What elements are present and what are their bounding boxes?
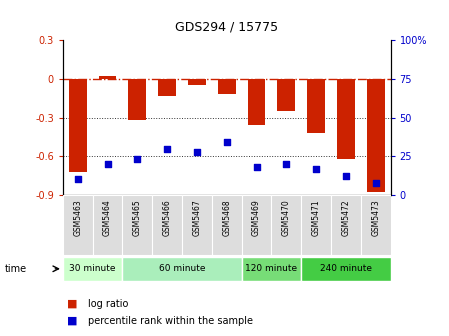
- Text: 120 minute: 120 minute: [245, 264, 298, 273]
- Text: 240 minute: 240 minute: [320, 264, 372, 273]
- Bar: [69, 79, 87, 172]
- Bar: [301, 257, 391, 281]
- Bar: [123, 195, 152, 255]
- Bar: [307, 79, 325, 133]
- Bar: [99, 76, 116, 79]
- Text: GSM5470: GSM5470: [282, 199, 291, 236]
- Bar: [242, 257, 301, 281]
- Point: [223, 140, 230, 145]
- Bar: [188, 79, 206, 85]
- Bar: [272, 195, 301, 255]
- Bar: [63, 195, 92, 255]
- Text: 30 minute: 30 minute: [70, 264, 116, 273]
- Bar: [212, 195, 242, 255]
- Text: GSM5472: GSM5472: [341, 199, 350, 236]
- Text: GSM5469: GSM5469: [252, 199, 261, 236]
- Text: GSM5467: GSM5467: [193, 199, 202, 236]
- Point: [372, 180, 379, 185]
- Text: percentile rank within the sample: percentile rank within the sample: [88, 316, 252, 326]
- Text: time: time: [4, 264, 26, 274]
- Point: [194, 149, 201, 154]
- Bar: [182, 195, 212, 255]
- Bar: [128, 79, 146, 120]
- Bar: [152, 195, 182, 255]
- Point: [342, 174, 349, 179]
- Text: GSM5463: GSM5463: [73, 199, 82, 236]
- Text: GSM5471: GSM5471: [312, 199, 321, 236]
- Bar: [247, 79, 265, 125]
- Bar: [123, 257, 242, 281]
- Point: [283, 161, 290, 167]
- Bar: [92, 195, 123, 255]
- Text: GDS294 / 15775: GDS294 / 15775: [175, 20, 278, 34]
- Bar: [337, 79, 355, 159]
- Point: [313, 166, 320, 171]
- Bar: [367, 79, 385, 192]
- Text: GSM5465: GSM5465: [133, 199, 142, 236]
- Text: ■: ■: [67, 299, 78, 309]
- Text: GSM5466: GSM5466: [163, 199, 172, 236]
- Point: [134, 157, 141, 162]
- Bar: [63, 257, 123, 281]
- Bar: [242, 195, 272, 255]
- Bar: [277, 79, 295, 111]
- Bar: [301, 195, 331, 255]
- Text: GSM5473: GSM5473: [371, 199, 380, 236]
- Point: [253, 164, 260, 170]
- Bar: [218, 79, 236, 94]
- Point: [163, 146, 171, 151]
- Point: [74, 177, 81, 182]
- Text: ■: ■: [67, 316, 78, 326]
- Bar: [331, 195, 361, 255]
- Text: log ratio: log ratio: [88, 299, 128, 309]
- Text: 60 minute: 60 minute: [159, 264, 205, 273]
- Bar: [158, 79, 176, 96]
- Bar: [361, 195, 391, 255]
- Point: [104, 161, 111, 167]
- Text: GSM5464: GSM5464: [103, 199, 112, 236]
- Text: GSM5468: GSM5468: [222, 199, 231, 236]
